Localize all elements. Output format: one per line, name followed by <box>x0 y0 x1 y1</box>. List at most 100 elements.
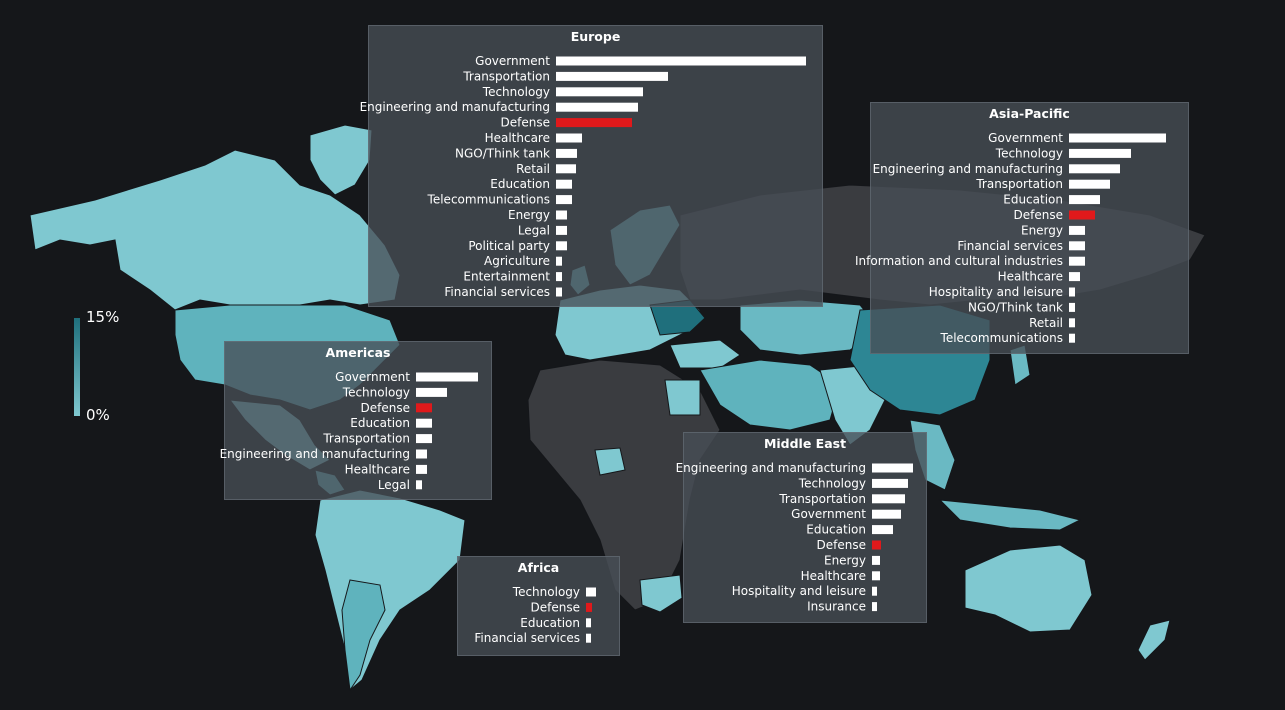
category-label-transportation: Transportation <box>778 492 866 506</box>
europe-panel: Europe Government Transportation Technology… <box>360 25 823 307</box>
category-label-ngo-think-tank: NGO/Think tank <box>455 146 550 160</box>
category-label-government: Government <box>988 131 1063 145</box>
category-label-defense: Defense <box>531 600 580 614</box>
category-label-telecommunications: Telecommunications <box>427 193 550 207</box>
middle-east-shape <box>699 359 841 431</box>
category-label-energy: Energy <box>824 553 866 567</box>
bar-government <box>1069 133 1166 143</box>
category-label-engineering-and-manufacturing: Engineering and manufacturing <box>360 100 550 114</box>
bar-financial-services <box>1069 241 1085 251</box>
bar-ngo-think-tank <box>556 148 577 158</box>
greenland-shape <box>309 124 373 196</box>
bar-engineering-and-manufacturing <box>556 102 638 112</box>
category-label-transportation: Transportation <box>462 69 550 83</box>
bar-retail <box>556 164 576 174</box>
south-africa-shape <box>639 574 683 613</box>
middle-east-chart: Middle East Engineering and manufacturing… <box>676 436 913 614</box>
bar-agriculture <box>556 256 562 266</box>
category-label-education: Education <box>1003 193 1063 207</box>
asia-pacific-panel: Asia-Pacific Government Technology Engineer… <box>855 102 1189 354</box>
category-label-financial-services: Financial services <box>957 239 1063 253</box>
bar-engineering-and-manufacturing <box>1069 164 1120 174</box>
bar-energy <box>1069 225 1085 235</box>
category-label-healthcare: Healthcare <box>998 270 1063 284</box>
bar-transportation <box>872 494 905 504</box>
category-label-technology: Technology <box>995 146 1063 160</box>
americas-title: Americas <box>326 345 391 360</box>
category-label-government: Government <box>475 54 550 68</box>
south-america-shape <box>314 489 466 691</box>
new-zealand-shape <box>1137 619 1171 661</box>
bar-education <box>1069 195 1100 205</box>
category-label-technology: Technology <box>512 585 580 599</box>
egypt-shape <box>664 379 701 416</box>
bar-information-and-cultural-industries <box>1069 256 1085 266</box>
bar-engineering-and-manufacturing <box>872 463 913 473</box>
category-label-defense: Defense <box>361 401 410 415</box>
category-label-information-and-cultural-industries: Information and cultural industries <box>855 254 1063 268</box>
category-label-education: Education <box>350 416 410 430</box>
bar-education <box>586 618 591 628</box>
category-label-political-party: Political party <box>468 239 550 253</box>
bar-transportation <box>556 71 668 81</box>
bar-ngo-think-tank <box>1069 302 1075 312</box>
bar-technology <box>872 478 908 488</box>
bar-defense <box>872 540 881 550</box>
middle-east-panel: Middle East Engineering and manufacturing… <box>676 432 927 623</box>
category-label-healthcare: Healthcare <box>345 462 410 476</box>
category-label-government: Government <box>791 507 866 521</box>
bar-government <box>416 372 478 382</box>
bar-defense <box>1069 210 1095 220</box>
bar-technology <box>1069 148 1131 158</box>
bar-financial-services <box>586 633 591 643</box>
bar-engineering-and-manufacturing <box>416 449 427 459</box>
bar-entertainment <box>556 272 562 282</box>
europe-title: Europe <box>571 29 621 44</box>
canada-shape <box>29 149 401 311</box>
australia-shape <box>964 544 1093 633</box>
africa-panel: Africa Technology Defense Education Financia… <box>457 556 620 656</box>
scale-min-label: 0% <box>86 406 110 424</box>
bar-education <box>416 418 432 428</box>
category-label-defense: Defense <box>1014 208 1063 222</box>
category-label-engineering-and-manufacturing: Engineering and manufacturing <box>873 162 1063 176</box>
category-label-education: Education <box>520 616 580 630</box>
category-label-defense: Defense <box>817 538 866 552</box>
bar-defense <box>416 403 432 413</box>
bar-legal <box>416 480 422 490</box>
category-label-legal: Legal <box>378 478 410 492</box>
category-label-technology: Technology <box>798 476 866 490</box>
category-label-financial-services: Financial services <box>474 631 580 645</box>
bar-energy <box>872 555 880 565</box>
category-label-energy: Energy <box>508 208 550 222</box>
bar-education <box>556 179 572 189</box>
category-label-defense: Defense <box>501 116 550 130</box>
category-label-financial-services: Financial services <box>444 285 550 299</box>
category-label-technology: Technology <box>342 385 410 399</box>
category-label-agriculture: Agriculture <box>484 254 550 268</box>
category-label-government: Government <box>335 370 410 384</box>
bar-defense <box>586 602 592 612</box>
bar-government <box>556 56 806 66</box>
bar-energy <box>556 210 567 220</box>
asia-pacific-title: Asia-Pacific <box>989 106 1070 121</box>
category-label-telecommunications: Telecommunications <box>940 331 1063 345</box>
bar-technology <box>586 587 596 597</box>
category-label-healthcare: Healthcare <box>801 569 866 583</box>
category-label-legal: Legal <box>518 223 550 237</box>
bar-transportation <box>1069 179 1110 189</box>
africa-title: Africa <box>518 560 559 575</box>
bar-telecommunications <box>1069 333 1075 343</box>
bar-education <box>872 525 893 535</box>
category-label-insurance: Insurance <box>807 600 866 614</box>
category-label-ngo-think-tank: NGO/Think tank <box>968 300 1063 314</box>
category-label-entertainment: Entertainment <box>463 270 550 284</box>
bar-retail <box>1069 318 1075 328</box>
category-label-education: Education <box>490 177 550 191</box>
category-label-technology: Technology <box>482 85 550 99</box>
argentina-shape <box>341 579 386 692</box>
middle-east-title: Middle East <box>764 436 846 451</box>
